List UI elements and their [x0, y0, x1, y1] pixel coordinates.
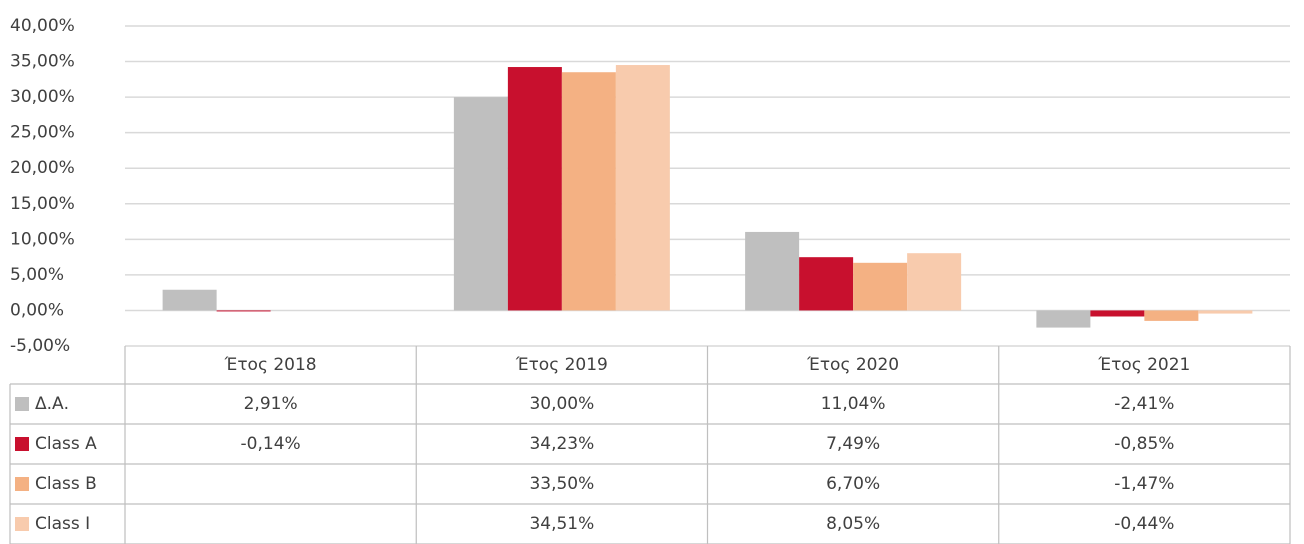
- data-label: 34,51%: [529, 514, 594, 534]
- y-tick-label: 40,00%: [10, 16, 75, 36]
- y-tick-label: 15,00%: [10, 194, 75, 214]
- data-label: 8,05%: [826, 514, 880, 534]
- bar: [745, 231, 800, 311]
- data-label: 6,70%: [826, 474, 880, 494]
- x-tick-label: Έτος 2020: [806, 355, 899, 375]
- data-label: 33,50%: [529, 474, 594, 494]
- y-tick-label: 20,00%: [10, 158, 75, 178]
- bar: [853, 262, 908, 311]
- bar: [162, 289, 217, 311]
- data-label: 34,23%: [529, 434, 594, 454]
- data-label: 11,04%: [821, 394, 886, 414]
- legend-swatch: [15, 397, 29, 411]
- x-tick-label: Έτος 2018: [224, 355, 317, 375]
- y-tick-label: 0,00%: [10, 300, 64, 320]
- bar: [907, 253, 962, 311]
- data-label: 7,49%: [826, 434, 880, 454]
- data-label: -2,41%: [1114, 394, 1174, 414]
- bar: [507, 67, 562, 311]
- data-label: -0,14%: [241, 434, 301, 454]
- legend-label: Δ.Α.: [35, 394, 69, 414]
- data-label: 2,91%: [244, 394, 298, 414]
- legend-label: Class B: [35, 474, 97, 494]
- legend-swatch: [15, 437, 29, 451]
- data-label: -0,85%: [1114, 434, 1174, 454]
- y-tick-label: 35,00%: [10, 52, 75, 72]
- bar: [453, 97, 508, 311]
- data-label: 30,00%: [529, 394, 594, 414]
- data-label: -0,44%: [1114, 514, 1174, 534]
- bar: [561, 72, 616, 311]
- y-tick-label: 10,00%: [10, 229, 75, 249]
- legend-swatch: [15, 517, 29, 531]
- bar: [216, 310, 271, 312]
- bar: [799, 257, 854, 311]
- bar: [615, 65, 670, 311]
- legend-label: Class I: [35, 514, 90, 534]
- bar: [1090, 310, 1145, 317]
- bar: [1198, 310, 1253, 314]
- x-tick-label: Έτος 2021: [1097, 355, 1190, 375]
- y-tick-label: 25,00%: [10, 123, 75, 143]
- data-label: -1,47%: [1114, 474, 1174, 494]
- y-tick-label: 5,00%: [10, 265, 64, 285]
- legend-label: Class A: [35, 434, 97, 454]
- bar: [1036, 310, 1091, 328]
- legend-swatch: [15, 477, 29, 491]
- y-tick-label: -5,00%: [10, 336, 70, 356]
- bar: [1144, 310, 1199, 321]
- y-tick-label: 30,00%: [10, 87, 75, 107]
- x-tick-label: Έτος 2019: [515, 355, 608, 375]
